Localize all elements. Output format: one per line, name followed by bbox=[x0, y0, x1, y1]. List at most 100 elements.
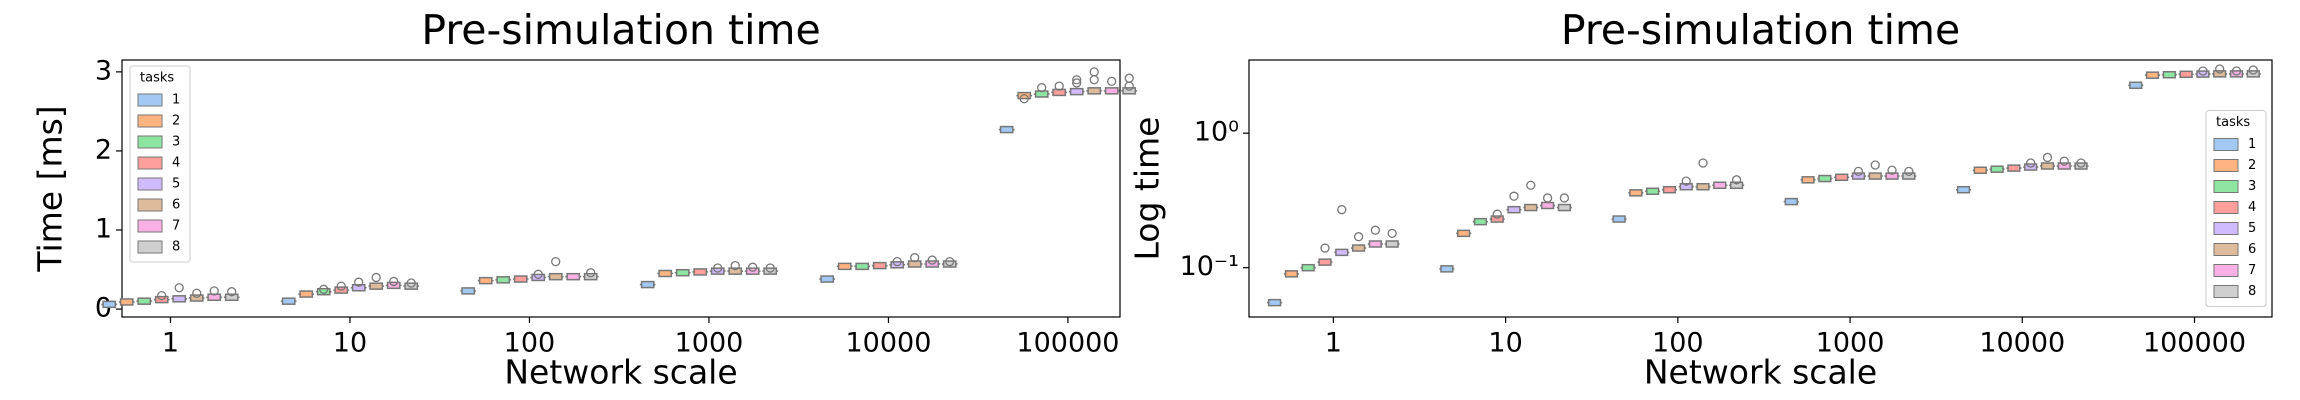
x-axis-label: Network scale bbox=[1644, 353, 1877, 392]
box bbox=[855, 262, 870, 271]
outlier bbox=[1904, 166, 1914, 177]
outlier bbox=[533, 269, 543, 279]
box bbox=[2007, 164, 2021, 172]
box bbox=[1729, 181, 1744, 190]
outlier bbox=[2059, 156, 2069, 166]
box bbox=[404, 282, 419, 290]
outlier bbox=[1054, 81, 1064, 91]
box bbox=[1835, 173, 1849, 182]
outlier bbox=[157, 290, 167, 301]
box bbox=[224, 293, 239, 301]
outlier bbox=[2215, 64, 2225, 74]
outlier bbox=[1107, 76, 1117, 87]
box bbox=[1524, 203, 1538, 212]
outlier bbox=[765, 263, 775, 273]
legend-label: 8 bbox=[172, 240, 180, 255]
legend-swatch bbox=[137, 219, 163, 233]
box bbox=[461, 287, 476, 295]
legend-swatch bbox=[2213, 243, 2239, 256]
outlier bbox=[1124, 81, 1134, 91]
y-tick-label: 2 bbox=[95, 134, 112, 165]
legend-swatch bbox=[137, 198, 163, 212]
box bbox=[1301, 263, 1315, 272]
legend-label: 4 bbox=[172, 156, 180, 171]
box bbox=[1034, 90, 1049, 98]
box bbox=[1385, 240, 1399, 248]
box bbox=[548, 272, 563, 281]
outlier bbox=[389, 276, 399, 287]
box bbox=[763, 267, 778, 275]
box bbox=[1284, 270, 1299, 278]
outlier bbox=[1870, 160, 1880, 170]
outlier bbox=[2042, 152, 2053, 163]
y-tick-label: 1 bbox=[95, 214, 112, 245]
box bbox=[299, 290, 314, 298]
box bbox=[189, 294, 204, 302]
box bbox=[1885, 172, 1899, 180]
x-tick-label: 1000 bbox=[1816, 328, 1885, 359]
box bbox=[1990, 165, 2004, 173]
legend-swatch bbox=[2213, 138, 2239, 151]
outlier bbox=[586, 268, 596, 278]
box bbox=[1318, 258, 1332, 266]
outlier bbox=[209, 286, 219, 296]
outlier bbox=[1387, 228, 1397, 239]
y-axis-label: Time [ms] bbox=[31, 105, 70, 272]
outlier bbox=[1124, 73, 1134, 83]
legend-swatch bbox=[2213, 285, 2239, 298]
box bbox=[2040, 162, 2055, 170]
legend-swatch bbox=[137, 114, 163, 128]
outlier bbox=[1320, 243, 1330, 253]
box bbox=[1490, 215, 1504, 223]
box bbox=[1662, 185, 1677, 194]
outlier bbox=[406, 278, 416, 288]
x-tick-label: 100 bbox=[504, 328, 556, 359]
box bbox=[2145, 71, 2160, 79]
box bbox=[1973, 166, 1987, 175]
box bbox=[1696, 182, 1710, 191]
outlier bbox=[1681, 176, 1691, 186]
legend-swatch bbox=[137, 177, 163, 191]
box bbox=[640, 280, 655, 289]
outlier bbox=[2026, 158, 2036, 168]
outlier bbox=[2248, 65, 2258, 75]
x-tick-label: 10000 bbox=[845, 328, 931, 359]
box bbox=[1784, 197, 1798, 206]
outlier bbox=[1353, 232, 1364, 242]
legend-swatch bbox=[137, 240, 163, 254]
box bbox=[351, 283, 366, 292]
outlier bbox=[1887, 165, 1897, 175]
outlier bbox=[1089, 75, 1099, 85]
box bbox=[728, 267, 743, 275]
outlier bbox=[354, 277, 364, 287]
x-tick-label: 10 bbox=[333, 328, 367, 359]
box bbox=[1713, 181, 1727, 190]
outlier bbox=[1370, 225, 1381, 235]
legend-label: 5 bbox=[172, 177, 180, 192]
outlier bbox=[1037, 83, 1047, 93]
outlier bbox=[1019, 94, 1029, 104]
legend-swatch bbox=[2213, 159, 2239, 172]
box bbox=[675, 268, 690, 277]
y-axis-label: Log time bbox=[1128, 117, 1167, 261]
box bbox=[496, 276, 511, 284]
box bbox=[1868, 172, 1882, 180]
outlier bbox=[336, 281, 346, 291]
box bbox=[531, 273, 546, 282]
x-tick-label: 1 bbox=[1325, 328, 1342, 359]
box bbox=[207, 293, 222, 301]
legend-label: 1 bbox=[172, 93, 180, 108]
outlier bbox=[713, 263, 723, 273]
outlier bbox=[748, 262, 758, 272]
outlier bbox=[1559, 193, 1570, 203]
box bbox=[907, 260, 922, 268]
legend-label: 6 bbox=[172, 198, 180, 213]
y-tick-label: 10⁰ bbox=[1194, 117, 1239, 148]
x-tick-label: 100000 bbox=[1016, 328, 1119, 359]
box bbox=[999, 125, 1014, 134]
outlier bbox=[551, 256, 561, 267]
legend-label: 8 bbox=[2248, 284, 2256, 299]
box bbox=[316, 287, 331, 296]
box bbox=[710, 267, 725, 275]
